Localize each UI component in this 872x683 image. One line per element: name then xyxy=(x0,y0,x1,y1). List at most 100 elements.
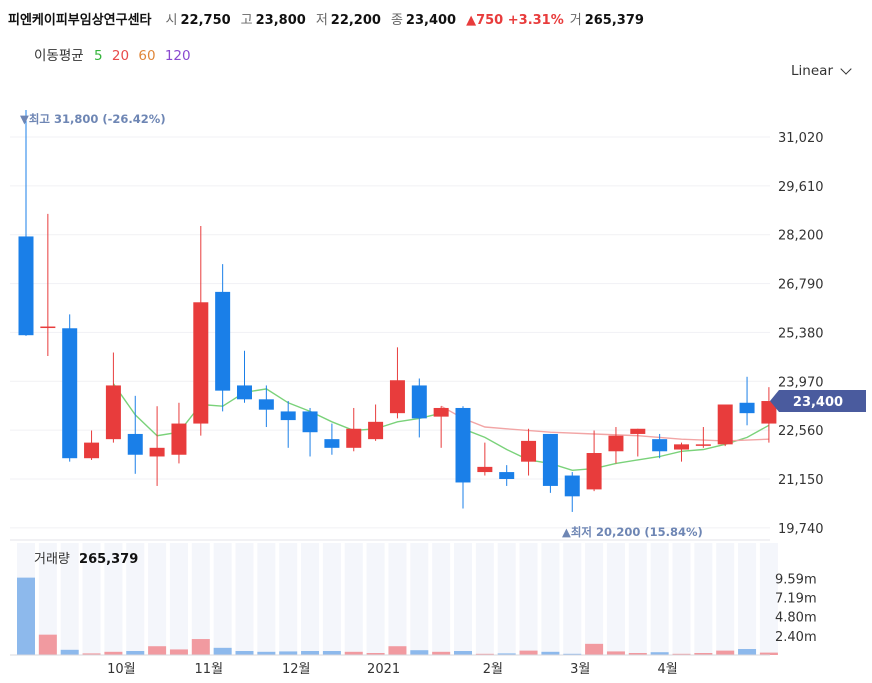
volume-bar[interactable] xyxy=(606,651,625,655)
candle-body[interactable] xyxy=(258,399,274,410)
moving-average-title: 이동평균 xyxy=(34,48,84,64)
volume-bar[interactable] xyxy=(694,653,713,655)
volume-bar[interactable] xyxy=(366,653,385,655)
candle-body[interactable] xyxy=(630,428,646,434)
volume-bar[interactable] xyxy=(38,634,57,655)
volume-bar[interactable] xyxy=(628,653,647,655)
volume-bar[interactable] xyxy=(60,649,79,655)
volume-bar[interactable] xyxy=(213,647,232,655)
volume-background-column xyxy=(759,543,778,655)
candle-body[interactable] xyxy=(237,385,252,400)
candle-body[interactable] xyxy=(433,407,449,417)
quote-header: 피엔케이피부임상연구센타 시 22,750 고 23,800 저 22,200 … xyxy=(8,9,654,31)
candle-body[interactable] xyxy=(324,439,340,448)
volume-bar[interactable] xyxy=(454,651,472,655)
volume-bar[interactable] xyxy=(126,651,145,655)
candle-body[interactable] xyxy=(127,433,143,455)
candle-body[interactable] xyxy=(499,472,515,479)
volume-background-column xyxy=(104,543,123,655)
volume-tick-label: 2.40m xyxy=(775,630,817,645)
volume-bar[interactable] xyxy=(585,643,604,655)
candle-body[interactable] xyxy=(62,328,78,459)
volume-background-column xyxy=(235,543,254,655)
candle-body[interactable] xyxy=(608,435,624,452)
moving-average-legend[interactable]: 이동평균 5 20 60 120 xyxy=(34,44,196,64)
volume-bar[interactable] xyxy=(322,651,341,655)
volume-bar[interactable] xyxy=(716,650,735,655)
ma-20-label: 20 xyxy=(111,48,130,64)
candle-body[interactable] xyxy=(455,407,471,483)
volume-bar[interactable] xyxy=(388,646,407,655)
volume-label: 거 xyxy=(569,13,582,28)
candle-body[interactable] xyxy=(477,466,493,473)
volume-bar[interactable] xyxy=(82,653,101,655)
volume-background-column xyxy=(169,543,188,655)
volume-bar[interactable] xyxy=(17,577,35,655)
candle-body[interactable] xyxy=(40,326,56,329)
volume-bar[interactable] xyxy=(191,639,210,655)
candle-body[interactable] xyxy=(521,440,537,462)
volume-bar[interactable] xyxy=(519,650,538,655)
volume-title-label: 거래량 xyxy=(34,552,70,567)
scale-selector[interactable]: Linear xyxy=(791,63,852,79)
candle-body[interactable] xyxy=(105,385,121,440)
candle-body[interactable] xyxy=(739,402,755,414)
candle-body[interactable] xyxy=(717,404,733,445)
x-tick-label: 10월 xyxy=(107,662,136,677)
current-price-label: 23,400 xyxy=(793,395,843,410)
volume-background-column xyxy=(475,543,494,655)
candle-body[interactable] xyxy=(564,475,580,497)
volume-bar[interactable] xyxy=(410,650,429,655)
volume-bar[interactable] xyxy=(738,649,757,655)
candle-body[interactable] xyxy=(761,401,777,424)
candle-body[interactable] xyxy=(84,442,100,459)
price-tick-label: 19,740 xyxy=(778,522,824,537)
candle-body[interactable] xyxy=(193,302,209,424)
volume-bar[interactable] xyxy=(279,651,298,655)
candle-body[interactable] xyxy=(171,423,187,455)
volume-bar[interactable] xyxy=(497,653,516,655)
candle-body[interactable] xyxy=(18,236,34,336)
candle-body[interactable] xyxy=(346,428,362,448)
volume-tick-label: 9.59m xyxy=(775,573,817,588)
volume-background-column xyxy=(279,543,298,655)
candle-body[interactable] xyxy=(695,444,711,446)
open-label: 시 xyxy=(165,13,178,28)
volume-bar[interactable] xyxy=(148,646,167,655)
volume-bar[interactable] xyxy=(104,651,123,655)
volume-bar[interactable] xyxy=(169,649,188,655)
volume-background-column xyxy=(366,543,385,655)
volume-bar[interactable] xyxy=(563,653,582,655)
volume-bar[interactable] xyxy=(344,651,363,655)
candle-body[interactable] xyxy=(149,447,165,457)
candle-body[interactable] xyxy=(411,385,427,419)
candle-body[interactable] xyxy=(586,453,602,490)
volume-bar[interactable] xyxy=(475,653,494,655)
volume-background-column xyxy=(148,543,167,655)
volume-background-column xyxy=(432,543,451,655)
volume-bar[interactable] xyxy=(257,651,276,655)
candle-body[interactable] xyxy=(302,411,318,433)
volume-background-column xyxy=(650,543,669,655)
candle-body[interactable] xyxy=(674,444,689,450)
volume-bar[interactable] xyxy=(432,651,451,655)
volume-bar[interactable] xyxy=(650,652,669,655)
volume-bar[interactable] xyxy=(301,651,320,655)
low-annotation: ▲최저 20,200 (15.84%) xyxy=(562,525,703,539)
candle-body[interactable] xyxy=(652,439,668,452)
volume-bar[interactable] xyxy=(759,652,778,655)
candle-body[interactable] xyxy=(215,291,231,391)
candle-body[interactable] xyxy=(368,421,384,440)
price-tick-label: 29,610 xyxy=(778,180,824,195)
volume-bar[interactable] xyxy=(541,651,560,655)
volume-bar[interactable] xyxy=(235,651,254,655)
candle-body[interactable] xyxy=(280,411,296,421)
candle-body[interactable] xyxy=(542,433,558,486)
candle-body[interactable] xyxy=(389,380,405,414)
volume-background-column xyxy=(322,543,341,655)
volume-bar[interactable] xyxy=(672,653,691,655)
price-tick-label: 26,790 xyxy=(778,278,824,293)
scale-selector-label: Linear xyxy=(791,63,833,79)
low-label: 저 xyxy=(315,13,328,28)
